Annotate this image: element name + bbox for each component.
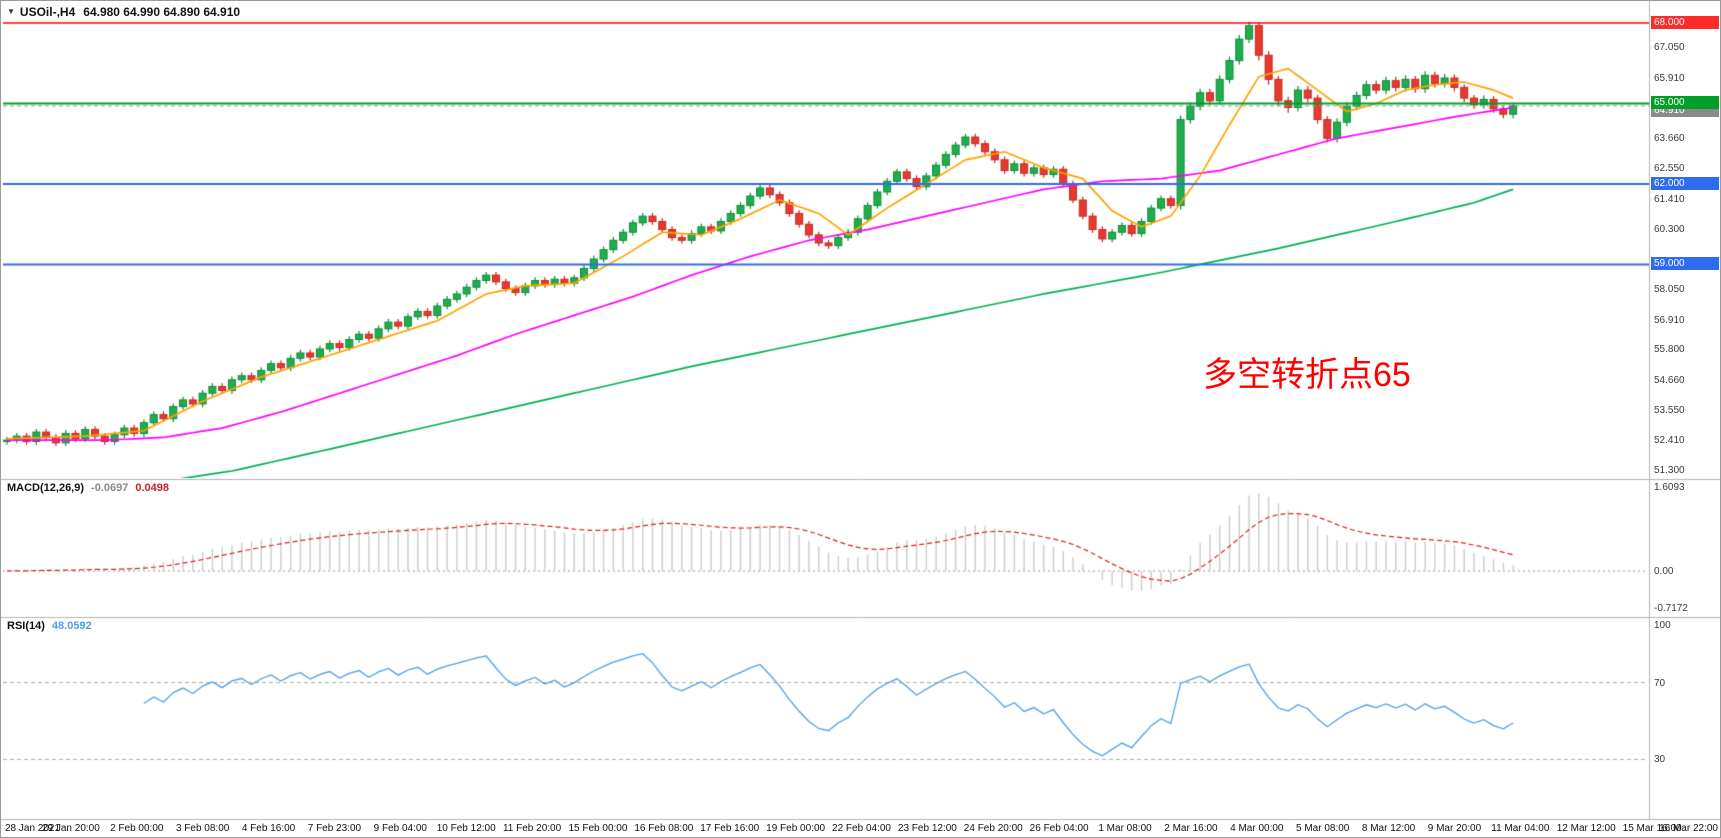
rsi-indicator-label: RSI(14) 48.0592 [7,620,92,632]
macd-main-value: -0.0697 [91,482,129,494]
chart-header: ▼ USOil-,H4 64.980 64.990 64.890 64.910 [7,5,240,19]
macd-indicator-label: MACD(12,26,9) -0.0697 0.0498 [7,482,169,494]
rsi-title: RSI(14) [7,620,45,632]
symbol-timeframe-label: USOil-,H4 [19,5,76,19]
rsi-value: 48.0592 [51,620,92,632]
macd-signal-value: 0.0498 [135,482,169,494]
symbol-dropdown-icon[interactable]: ▼ [7,7,15,16]
chart-annotation-text[interactable]: 多空转折点65 [1203,356,1411,394]
ohlc-values: 64.980 64.990 64.890 64.910 [83,5,241,19]
macd-title: MACD(12,26,9) [7,482,85,494]
